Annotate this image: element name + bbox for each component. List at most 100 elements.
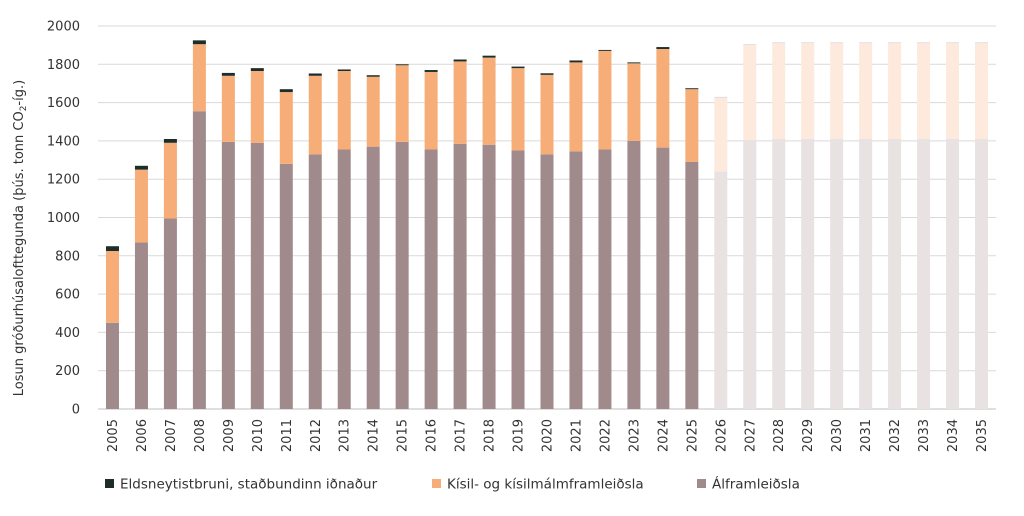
bar-segment-2016-s0: [424, 149, 438, 409]
bar-segment-2009-s0: [221, 141, 235, 410]
bar-segment-2028-s1: [772, 43, 786, 139]
x-tick-label: 2021: [569, 419, 584, 452]
bar-segment-2032-s0: [888, 138, 902, 410]
bar-segment-2024-s0: [656, 147, 670, 410]
bar-segment-2006-s2: [134, 165, 148, 170]
bar-segment-2018-s2: [482, 55, 496, 58]
bar-segment-2032-s2: [888, 42, 902, 44]
bar-segment-2015-s0: [395, 141, 409, 410]
y-axis: 0 200 400 600 800 1000 1200 1400 1600 1800 2000: [47, 20, 80, 418]
y-tick-label: 2000: [47, 20, 80, 35]
bar-segment-2029-s0: [801, 138, 815, 410]
bar-segment-2005-s2: [105, 246, 119, 252]
bar-segment-2011-s0: [279, 163, 293, 409]
bar-segment-2019-s2: [511, 66, 525, 69]
x-tick-label: 2013: [338, 419, 353, 452]
bar-segment-2035-s2: [975, 42, 989, 44]
x-tick-label: 2030: [830, 419, 845, 452]
x-tick-label: 2010: [251, 419, 266, 452]
bar-segment-2013-s2: [337, 69, 351, 72]
bar-segment-2034-s2: [946, 42, 960, 44]
bar-segment-2033-s0: [917, 138, 931, 410]
bar-segment-2028-s2: [772, 42, 786, 44]
x-tick-label: 2027: [743, 419, 758, 452]
bar-segment-2006-s0: [134, 242, 148, 409]
x-tick-label: 2028: [772, 419, 787, 452]
y-axis-label-subscript: 2: [19, 106, 29, 112]
bar-segment-2007-s2: [163, 138, 177, 143]
bar-segment-2005-s1: [105, 251, 119, 323]
y-tick-label: 800: [55, 249, 80, 264]
y-tick-label: 1200: [47, 173, 80, 188]
y-axis-label-main: Losun gróðurhúsalofttegunda (þús. tonn C…: [12, 111, 27, 396]
x-axis: 2005 2006 2007 2008 2009 2010 2011 2012 2013 2014…: [106, 419, 990, 452]
bar-segment-2029-s2: [801, 42, 815, 44]
x-tick-label: 2032: [888, 419, 903, 452]
bar-segment-2031-s2: [859, 42, 873, 44]
bar-segment-2020-s2: [540, 73, 554, 75]
bar-segment-2031-s1: [859, 43, 873, 139]
legend-label: Álframleiðsla: [712, 476, 800, 493]
bar-segment-2007-s0: [163, 218, 177, 409]
bar-segment-2015-s1: [395, 65, 409, 142]
bar-segment-2012-s0: [308, 154, 322, 409]
x-tick-label: 2025: [685, 419, 700, 452]
bar-segment-2014-s1: [366, 76, 380, 147]
x-tick-label: 2012: [309, 419, 324, 452]
bar-segment-2020-s1: [540, 74, 554, 155]
y-tick-label: 400: [55, 326, 80, 341]
x-tick-label: 2018: [483, 419, 498, 452]
bar-segment-2009-s2: [221, 72, 235, 76]
legend-label: Eldsneytistbruni, staðbundinn iðnaður: [120, 477, 378, 493]
legend-swatch: [697, 479, 706, 488]
bar-segment-2018-s1: [482, 57, 496, 145]
bar-segment-2035-s0: [975, 138, 989, 410]
bar-segment-2033-s2: [917, 42, 931, 44]
bar-segment-2011-s1: [279, 92, 293, 164]
x-tick-label: 2017: [454, 419, 469, 452]
x-tick-label: 2019: [512, 419, 527, 452]
bar-segment-2034-s0: [946, 138, 960, 410]
bar-segment-2023-s0: [627, 140, 641, 409]
legend: Eldsneytistbruni, staðbundinn iðnaður Kís…: [105, 476, 800, 493]
bar-segment-2024-s2: [656, 47, 670, 49]
bar-segment-2017-s0: [453, 143, 467, 409]
y-tick-label: 1000: [47, 211, 80, 226]
y-tick-label: 1800: [47, 58, 80, 73]
bar-segment-2017-s1: [453, 61, 467, 144]
y-tick-label: 0: [72, 403, 80, 418]
bar-segment-2021-s2: [569, 60, 583, 63]
bar-segment-2022-s2: [598, 49, 612, 51]
bar-segment-2013-s0: [337, 149, 351, 409]
bar-segment-2010-s0: [250, 142, 264, 409]
bar-segment-2026-s1: [714, 97, 728, 172]
bar-segment-2033-s1: [917, 43, 931, 139]
bar-segment-2021-s0: [569, 151, 583, 409]
bar-segment-2030-s0: [830, 138, 844, 410]
x-tick-label: 2020: [541, 419, 556, 452]
x-tick-label: 2011: [280, 419, 295, 452]
x-tick-label: 2007: [164, 419, 179, 452]
bar-segment-2026-s2: [714, 96, 728, 98]
bar-segment-2026-s0: [714, 171, 728, 409]
bar-segment-2027-s2: [743, 44, 757, 46]
bar-segment-2011-s2: [279, 89, 293, 93]
bar-segment-2023-s1: [627, 63, 641, 141]
bar-segment-2030-s1: [830, 43, 844, 139]
y-axis-label: Losun gróðurhúsalofttegunda (þús. tonn C…: [12, 80, 29, 396]
bar-segment-2027-s1: [743, 45, 757, 140]
bar-segment-2005-s0: [105, 322, 119, 409]
bar-segment-2019-s0: [511, 150, 525, 409]
x-tick-label: 2015: [396, 419, 411, 452]
x-tick-label: 2033: [917, 419, 932, 452]
bar-segment-2032-s1: [888, 43, 902, 139]
bar-segment-2006-s1: [134, 169, 148, 243]
x-tick-label: 2026: [714, 419, 729, 452]
bar-segment-2012-s2: [308, 73, 322, 76]
bar-segment-2035-s1: [975, 43, 989, 139]
bar-segment-2027-s0: [743, 139, 757, 409]
x-tick-label: 2029: [801, 419, 816, 452]
bar-segment-2009-s1: [221, 75, 235, 142]
bar-segment-2012-s1: [308, 75, 322, 155]
